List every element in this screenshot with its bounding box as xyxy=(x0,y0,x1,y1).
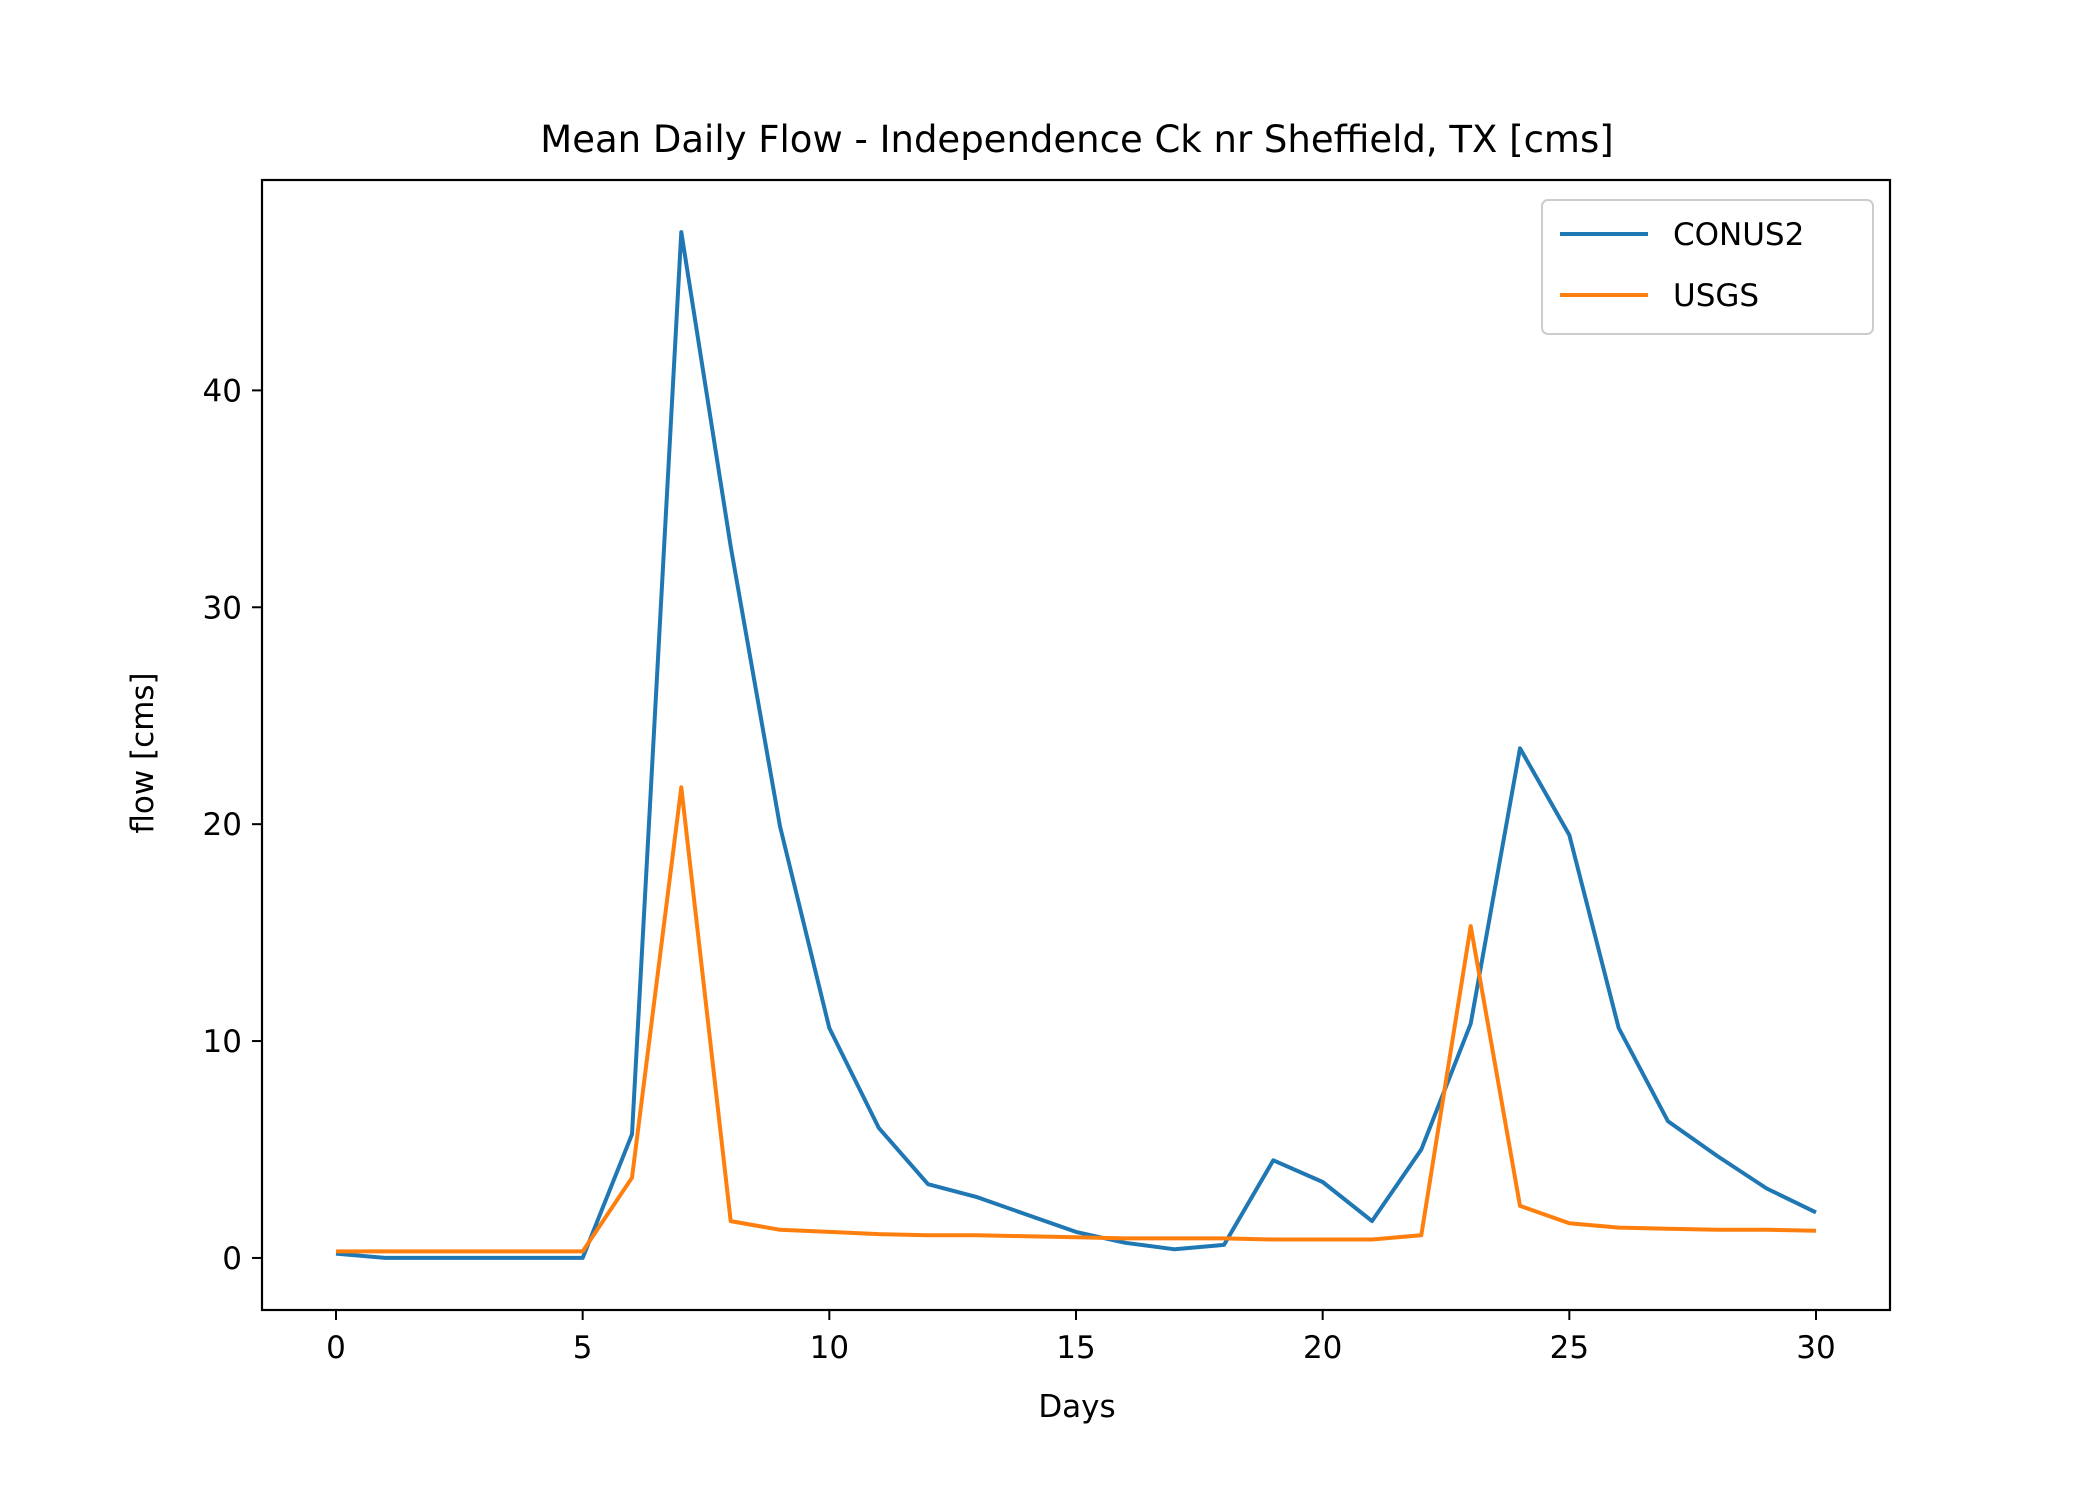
axes: 0 5 10 15 20 25 30 0 10 20 30 40 xyxy=(203,178,1892,1366)
x-tick-label: 5 xyxy=(573,1330,593,1366)
y-tick-label: 0 xyxy=(222,1241,242,1277)
x-tick-label: 30 xyxy=(1796,1330,1835,1366)
y-tick-label: 10 xyxy=(203,1024,242,1060)
x-tick-label: 0 xyxy=(326,1330,346,1366)
legend: CONUS2 USGS xyxy=(1541,199,1874,335)
plot-area xyxy=(335,230,1817,1260)
y-axis-label: flow [cms] xyxy=(125,672,161,833)
x-tick-label: 10 xyxy=(810,1330,849,1366)
x-tick-label: 15 xyxy=(1056,1330,1095,1366)
y-tick-label: 20 xyxy=(203,807,242,843)
y-tick-label: 40 xyxy=(203,373,242,409)
x-tick-label: 25 xyxy=(1550,1330,1589,1366)
x-tick-label: 20 xyxy=(1303,1330,1342,1366)
legend-label-usgs: USGS xyxy=(1673,278,1759,314)
legend-label-conus2: CONUS2 xyxy=(1673,217,1804,253)
series-line-conus2 xyxy=(335,230,1817,1260)
y-tick-label: 30 xyxy=(203,590,242,626)
x-axis-label: Days xyxy=(1038,1389,1115,1425)
chart-title: Mean Daily Flow - Independence Ck nr She… xyxy=(540,118,1613,161)
series-line-usgs xyxy=(336,785,1817,1254)
